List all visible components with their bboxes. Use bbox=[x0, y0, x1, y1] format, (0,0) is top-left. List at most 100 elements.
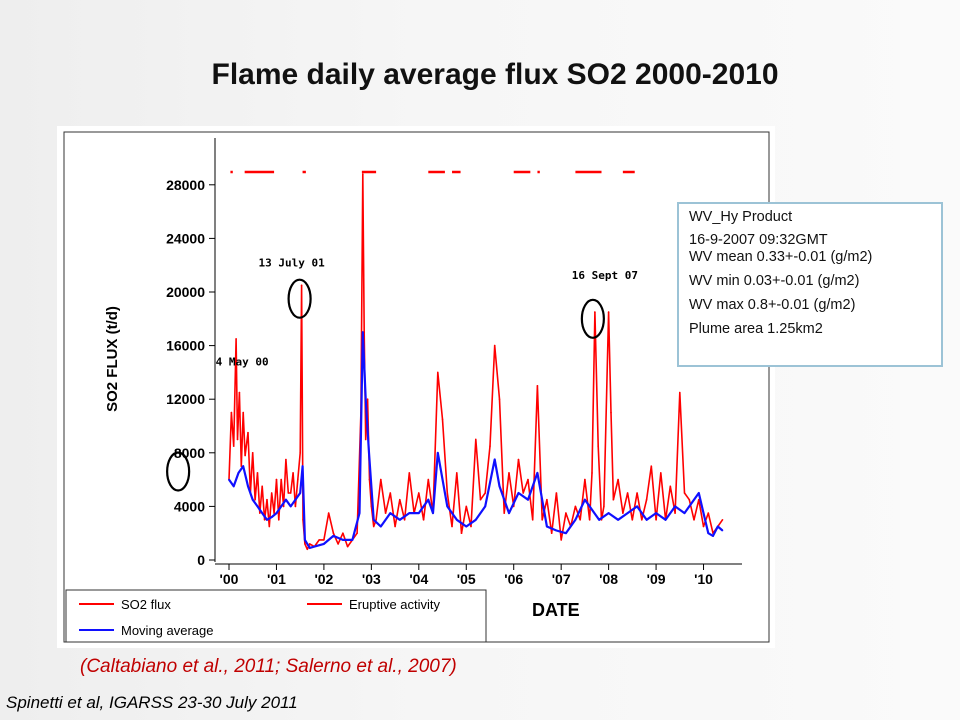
moving-average-point bbox=[247, 485, 249, 488]
moving-average-point bbox=[299, 492, 301, 494]
so2-flux-point bbox=[493, 344, 496, 347]
so2-flux-point bbox=[460, 532, 463, 534]
so2-flux-point bbox=[394, 525, 396, 528]
so2-flux-point bbox=[591, 472, 593, 474]
moving-average-point bbox=[251, 498, 254, 501]
moving-average-point bbox=[584, 498, 586, 501]
moving-average-point bbox=[721, 529, 724, 532]
legend-label: Eruptive activity bbox=[349, 597, 441, 612]
so2-flux-point bbox=[300, 284, 303, 287]
x-axis-label: DATE bbox=[532, 600, 580, 620]
so2-flux-point bbox=[470, 525, 472, 528]
so2-flux-point bbox=[251, 452, 254, 454]
moving-average-point bbox=[351, 539, 354, 541]
x-tick-label: '04 bbox=[409, 571, 428, 587]
so2-flux-point bbox=[584, 478, 586, 481]
so2-flux-point bbox=[546, 498, 548, 501]
so2-flux-point bbox=[380, 478, 382, 481]
moving-average-point bbox=[432, 512, 434, 514]
moving-average-point bbox=[237, 472, 240, 474]
moving-average-point bbox=[308, 547, 311, 549]
so2-flux-point bbox=[560, 539, 562, 541]
so2-flux-point bbox=[422, 519, 425, 521]
moving-average-point bbox=[546, 525, 548, 528]
y-axis-label: SO2 FLUX (t/d) bbox=[104, 306, 121, 412]
moving-average-point bbox=[232, 485, 235, 488]
moving-average-point bbox=[555, 529, 558, 532]
moving-average-point bbox=[474, 519, 477, 521]
so2-flux-point bbox=[389, 492, 392, 494]
so2-flux-point bbox=[688, 498, 691, 501]
so2-flux-point bbox=[247, 431, 249, 434]
moving-average-point bbox=[280, 505, 282, 508]
moving-average-point bbox=[313, 545, 316, 548]
so2-flux-point bbox=[489, 445, 491, 447]
moving-average-point bbox=[266, 519, 268, 521]
wv-hy-product-info-box: WV_Hy Product 16-9-2007 09:32GMT WV mean… bbox=[677, 202, 943, 367]
so2-flux-point bbox=[574, 505, 577, 508]
so2-flux-point bbox=[278, 519, 280, 521]
moving-average-point bbox=[565, 532, 567, 534]
so2-flux-point bbox=[364, 438, 367, 441]
so2-flux-point bbox=[441, 418, 444, 421]
moving-average-point bbox=[368, 452, 370, 454]
so2-flux-point bbox=[287, 492, 290, 494]
so2-flux-point bbox=[679, 391, 681, 394]
moving-average-point bbox=[716, 525, 719, 528]
moving-average-point bbox=[408, 512, 411, 514]
x-tick-label: '01 bbox=[267, 571, 286, 587]
so2-flux-point bbox=[235, 338, 237, 340]
moving-average-point bbox=[364, 398, 367, 401]
moving-average-point bbox=[380, 525, 382, 528]
y-tick-label: 4000 bbox=[174, 498, 205, 514]
slide-title: Flame daily average flux SO2 2000-2010 bbox=[211, 58, 779, 91]
so2-flux-point bbox=[650, 465, 653, 468]
info-line-plume-area: Plume area 1.25km2 bbox=[689, 321, 823, 337]
so2-flux-point bbox=[503, 512, 506, 514]
moving-average-point bbox=[493, 458, 496, 461]
so2-flux-point bbox=[318, 539, 320, 541]
info-line-wv-mean: WV mean 0.33+-0.01 (g/m2) bbox=[689, 249, 873, 265]
so2-flux-point bbox=[266, 498, 268, 501]
y-tick-label: 24000 bbox=[166, 230, 205, 246]
y-tick-label: 12000 bbox=[166, 391, 205, 407]
so2-flux-point bbox=[399, 498, 401, 501]
annotation-label: 16 Sept 07 bbox=[572, 269, 638, 282]
so2-flux-series bbox=[228, 173, 724, 551]
moving-average-point bbox=[607, 512, 610, 514]
moving-average-point bbox=[664, 519, 667, 521]
so2-flux-point bbox=[565, 512, 567, 514]
so2-flux-point bbox=[465, 505, 468, 508]
moving-average-point bbox=[574, 519, 577, 521]
x-tick-label: '02 bbox=[314, 571, 333, 587]
so2-flux-point bbox=[372, 525, 375, 528]
so2-flux-point bbox=[230, 411, 233, 414]
so2-flux-point bbox=[597, 445, 599, 447]
moving-average-point bbox=[593, 512, 596, 514]
so2-flux-point bbox=[669, 485, 672, 488]
x-tick-label: '09 bbox=[647, 571, 666, 587]
so2-flux-point bbox=[693, 519, 695, 521]
annotation-circle bbox=[580, 298, 605, 339]
chart-frame bbox=[63, 131, 770, 643]
legend-label: Moving average bbox=[121, 623, 214, 638]
so2-flux-point bbox=[641, 519, 643, 521]
moving-average-point bbox=[362, 331, 364, 333]
moving-average-point bbox=[536, 472, 539, 474]
so2-flux-point bbox=[366, 398, 369, 401]
moving-average-point bbox=[655, 512, 657, 514]
so2-flux-point bbox=[484, 492, 487, 494]
moving-average-point bbox=[707, 532, 710, 534]
x-tick-label: '10 bbox=[694, 571, 713, 587]
so2-flux-point bbox=[242, 411, 245, 414]
so2-flux-point bbox=[517, 458, 520, 461]
so2-flux-point bbox=[408, 472, 411, 474]
so2-flux-point bbox=[674, 512, 676, 514]
info-line-wv-min: WV min 0.03+-0.01 (g/m2) bbox=[689, 273, 860, 289]
footer-reference: Spinetti et al, IGARSS 23-30 July 2011 bbox=[6, 693, 298, 712]
so2-flux-point bbox=[403, 519, 406, 521]
moving-average-point bbox=[455, 519, 458, 521]
so2-flux-point bbox=[427, 478, 430, 481]
moving-average-point bbox=[508, 512, 510, 514]
moving-average-point bbox=[332, 535, 335, 537]
